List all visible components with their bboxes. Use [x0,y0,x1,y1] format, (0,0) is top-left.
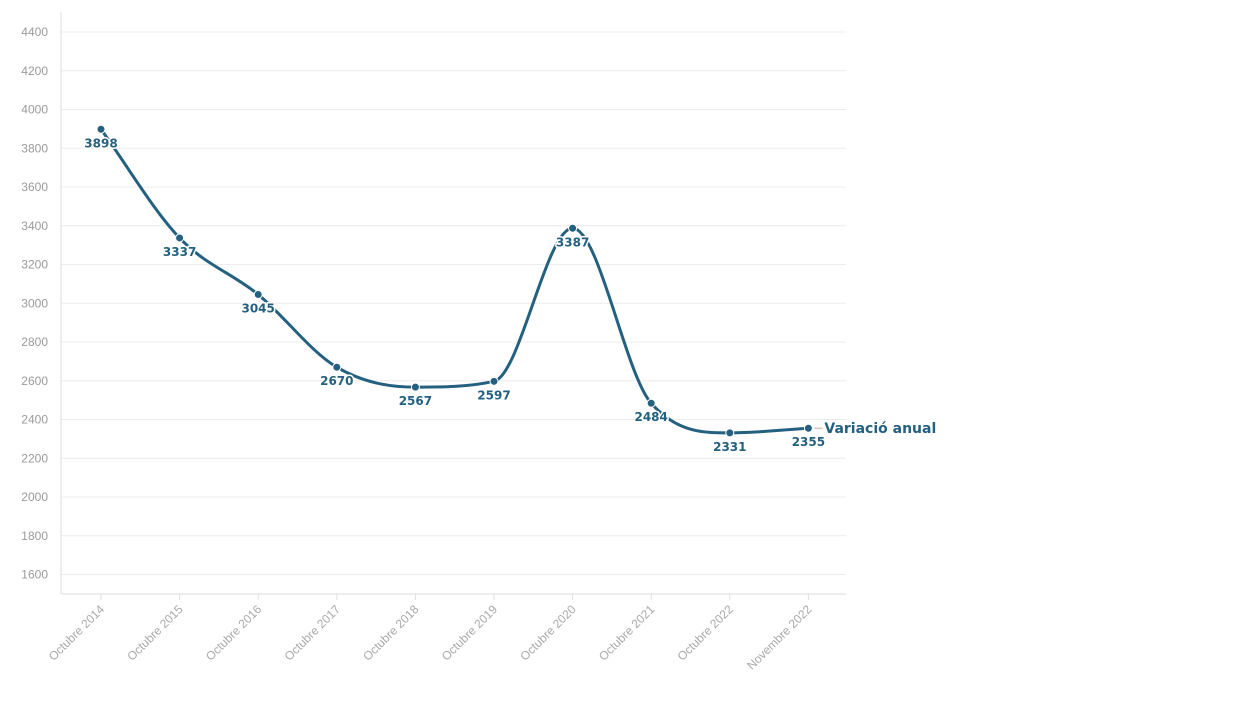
y-tick-label: 1600 [21,568,48,582]
y-tick-label: 1800 [21,529,48,543]
y-tick-label: 3200 [21,258,48,272]
data-label: 2355 [792,435,825,449]
y-tick-label: 2000 [21,490,48,504]
x-tick-label: Octubre 2014 [46,602,108,664]
data-labels: 3898 3337 3045 2670 2567 2597 3387 2484 2331 2355… [83,135,936,456]
data-point[interactable] [489,376,499,386]
x-tick-label: Octubre 2019 [439,602,501,664]
series [96,124,813,438]
y-tick-label: 2400 [21,413,48,427]
series-line [99,127,810,435]
x-tick-label: Octubre 2022 [675,602,737,664]
y-tick-label: 2600 [21,374,48,388]
data-point[interactable] [568,223,578,233]
y-tick-label: 4200 [21,64,48,78]
x-tick-label: Octubre 2021 [596,602,658,664]
y-tick-label: 2800 [21,335,48,349]
data-label: 2484 [634,410,667,424]
data-label: 2597 [477,388,510,402]
x-tick-label: Octubre 2017 [282,602,344,664]
y-tick-label: 3600 [21,180,48,194]
y-tick-label: 3400 [21,219,48,233]
x-tick-label: Octubre 2018 [360,602,422,664]
data-label: 3898 [84,136,117,150]
data-label: 2567 [399,394,432,408]
data-point[interactable] [332,362,342,372]
data-point[interactable] [725,428,735,438]
y-tick-label: 4400 [21,25,48,39]
data-point[interactable] [175,233,185,243]
y-axis: 1600 1800 2000 2200 2400 2600 2800 3000 3200 3400… [21,12,62,594]
y-tick-label: 4000 [21,103,48,117]
data-label: 2331 [713,440,746,454]
x-tick-label: Octubre 2015 [124,602,186,664]
grid-lines [61,31,846,575]
y-tick-label: 3000 [21,296,48,310]
data-label: 3337 [163,245,196,259]
series-name-label: Variació anual [824,421,936,437]
data-point[interactable] [253,290,263,300]
y-tick-label: 3800 [21,141,48,155]
data-point[interactable] [803,423,813,433]
data-point[interactable] [96,124,106,134]
data-point[interactable] [646,398,656,408]
data-label: 2670 [320,374,353,388]
x-tick-label: Novembre 2022 [744,602,815,673]
data-point[interactable] [410,382,420,392]
data-label: 3387 [556,235,589,249]
data-label: 3045 [241,302,274,316]
x-tick-label: Octubre 2016 [203,602,265,664]
x-axis: Octubre 2014 Octubre 2015 Octubre 2016 Octu… [46,593,846,673]
x-tick-label: Octubre 2020 [517,602,579,664]
y-tick-label: 2200 [21,451,48,465]
